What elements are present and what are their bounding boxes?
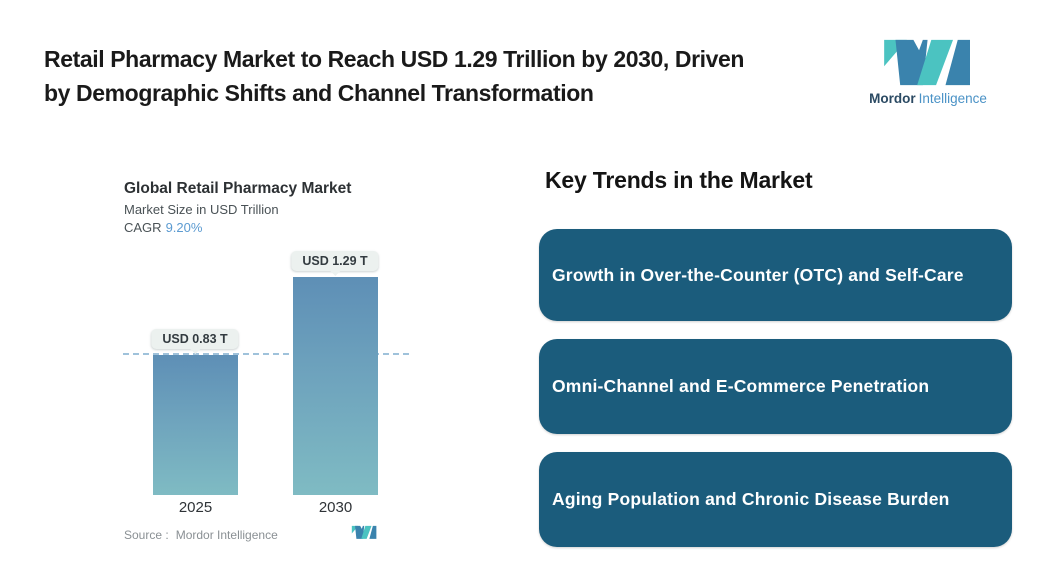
data-label-2025: USD 0.83 T: [151, 329, 239, 349]
trend-card-aging-population: Aging Population and Chronic Disease Bur…: [539, 452, 1012, 547]
chart-cagr: CAGR 9.20%: [124, 220, 202, 235]
trend-card-otc-self-care: Growth in Over-the-Counter (OTC) and Sel…: [539, 229, 1012, 321]
reference-dashed-line: [123, 353, 409, 355]
chart-subtitle: Market Size in USD Trillion: [124, 202, 279, 217]
bar-2025: [153, 355, 238, 495]
source-value: Mordor Intelligence: [175, 528, 278, 542]
cagr-label: CAGR: [124, 220, 162, 235]
trend-card-text: Growth in Over-the-Counter (OTC) and Sel…: [552, 264, 964, 285]
brand-name: Mordor Intelligence: [862, 91, 994, 106]
brand-name-primary: Mordor: [869, 91, 916, 106]
brand-logo: Mordor Intelligence: [862, 38, 994, 106]
x-axis-label-2030: 2030: [318, 499, 353, 516]
data-label-2030: USD 1.29 T: [291, 251, 379, 271]
brand-name-secondary: Intelligence: [918, 91, 987, 106]
mordor-intelligence-mini-logo-icon: [351, 525, 378, 545]
page-title-line1: Retail Pharmacy Market to Reach USD 1.29…: [44, 46, 745, 72]
mordor-intelligence-logo-icon: [862, 38, 994, 88]
x-axis-label-2025: 2025: [178, 499, 213, 516]
trend-card-omni-channel: Omni-Channel and E-Commerce Penetration: [539, 339, 1012, 434]
trend-card-text: Aging Population and Chronic Disease Bur…: [552, 489, 950, 510]
trend-card-text: Omni-Channel and E-Commerce Penetration: [552, 376, 930, 397]
page-title-line2: by Demographic Shifts and Channel Transf…: [44, 80, 594, 106]
key-trends-heading: Key Trends in the Market: [545, 167, 813, 193]
source-attribution: Source : Mordor Intelligence: [124, 528, 278, 542]
cagr-value: 9.20%: [165, 220, 203, 235]
chart-title: Global Retail Pharmacy Market: [124, 180, 352, 197]
source-label: Source :: [124, 528, 169, 542]
bar-2030: [293, 277, 378, 495]
page-title: Retail Pharmacy Market to Reach USD 1.29…: [44, 42, 874, 110]
